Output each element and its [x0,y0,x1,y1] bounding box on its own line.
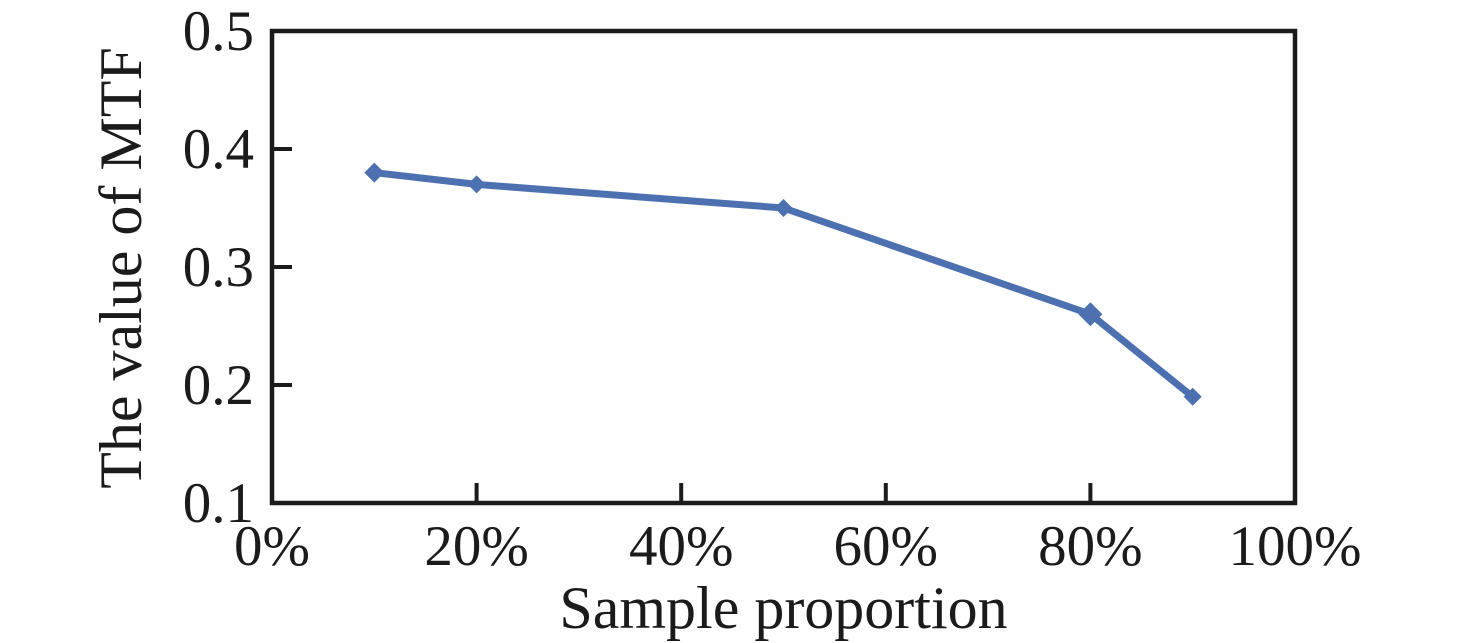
plot-frame [269,28,1298,506]
y-tick-label: 0.4 [183,118,254,181]
x-tick-label: 0% [234,515,310,578]
x-tick-label: 40% [629,515,733,578]
x-tick-label: 60% [834,515,938,578]
data-point-marker [1183,387,1202,406]
data-point-marker [1078,302,1103,327]
x-tick-label: 20% [424,515,528,578]
plot-frame-border [269,28,1298,506]
data-point-marker [467,175,486,194]
y-tick-label: 0.3 [183,236,254,299]
tick-labels: 0% 20% 40% 60% 80% 100% 0.1 0.2 0.3 0.4 0.5 [183,0,1362,578]
y-tick-label: 0.1 [183,472,254,535]
mtf-series [364,162,1202,406]
axis-ticks [270,29,1297,505]
y-axis-label: The value of MTF [88,47,154,489]
data-point-marker [774,199,793,217]
x-axis-label: Sample proportion [559,575,1007,641]
x-tick-label: 100% [1229,515,1362,578]
y-tick-label: 0.5 [183,0,254,63]
data-point-marker [364,162,385,183]
x-tick-label: 80% [1038,515,1142,578]
y-tick-label: 0.2 [183,354,254,417]
